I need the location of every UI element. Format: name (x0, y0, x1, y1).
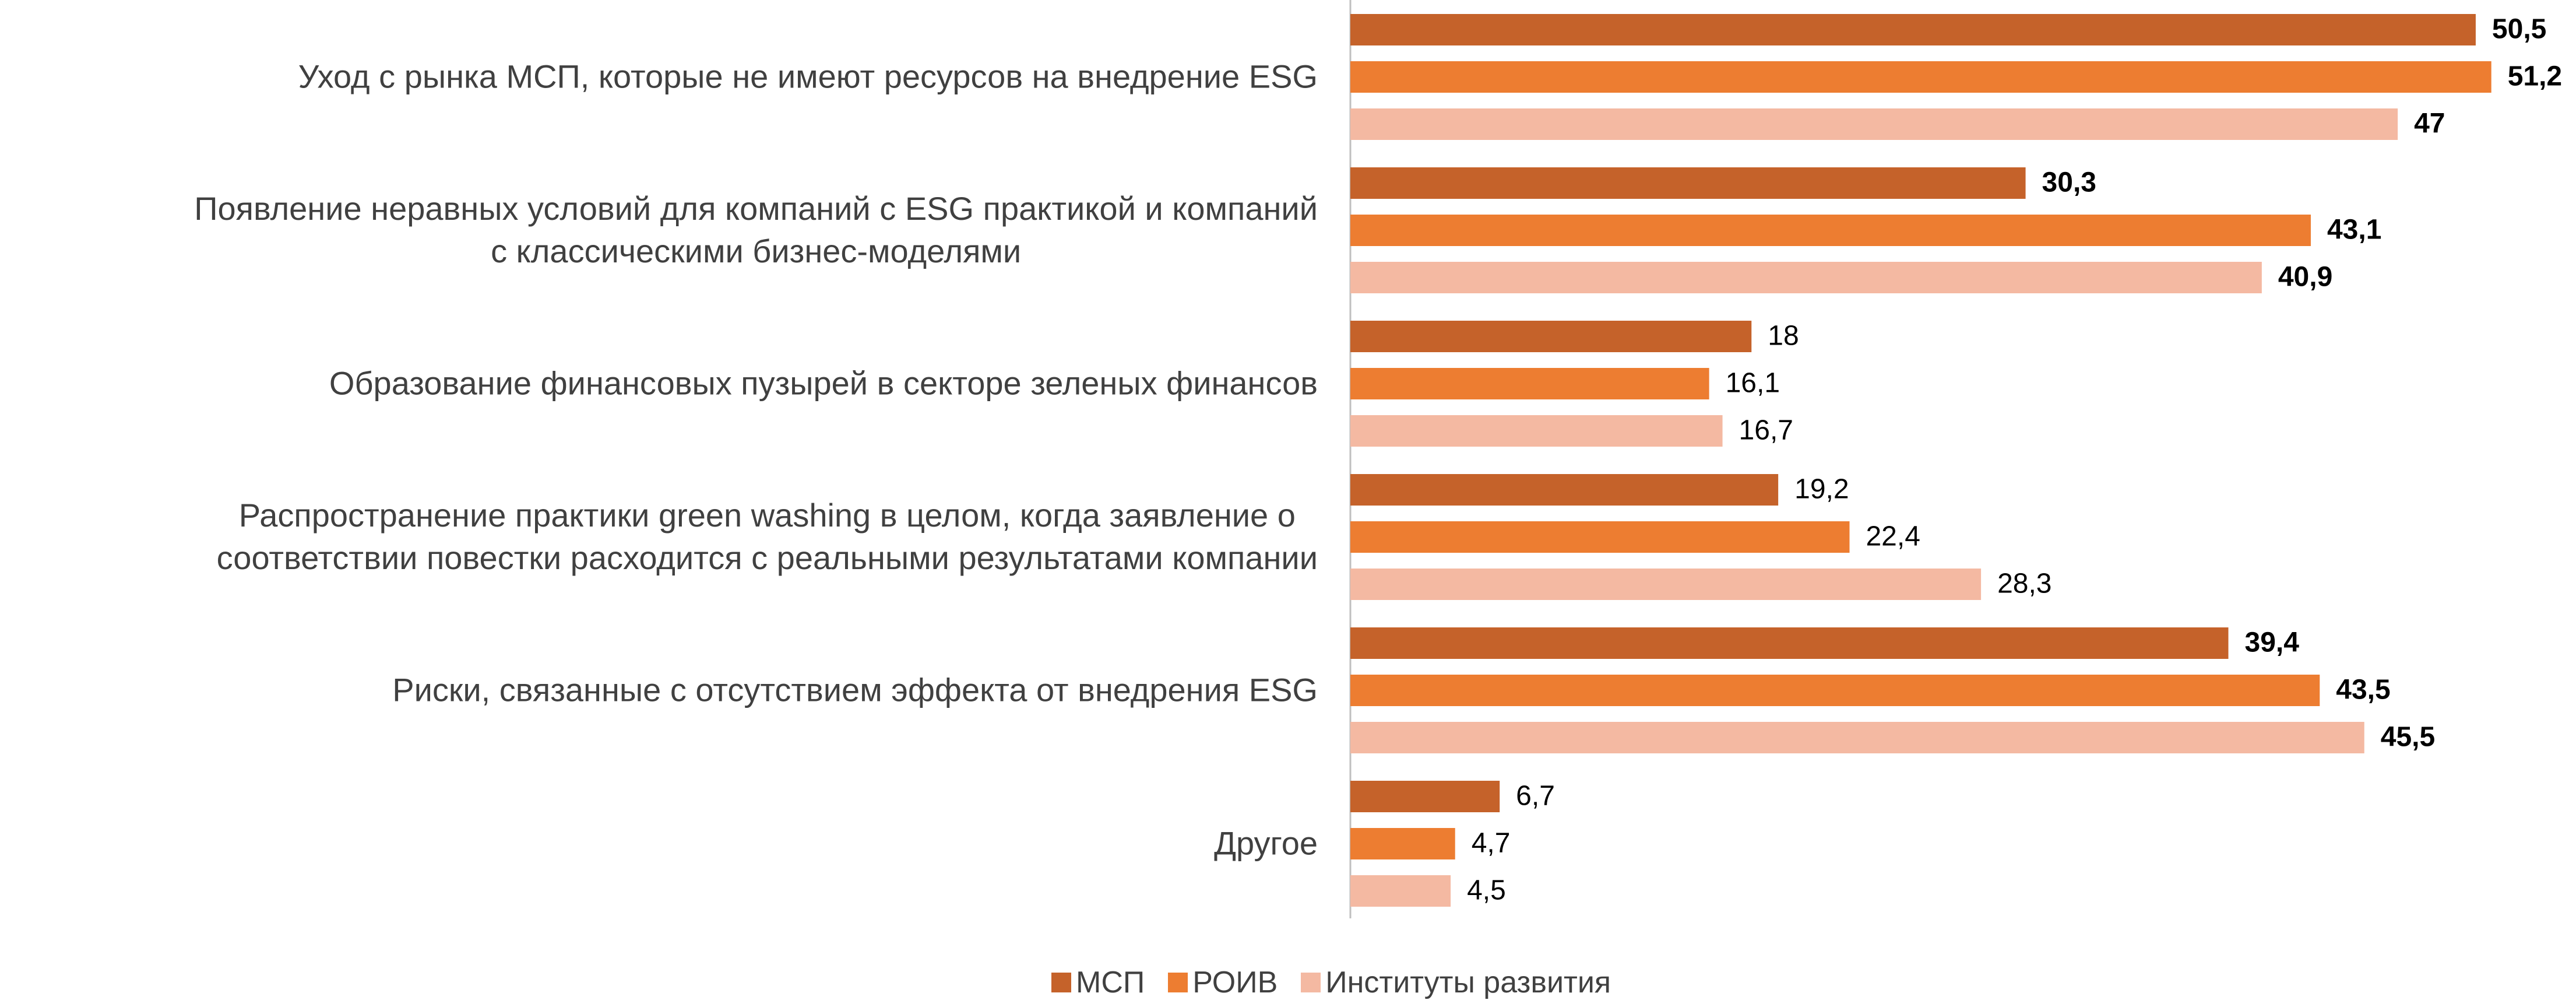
value-label: 4,5 (1467, 875, 1506, 906)
value-label: 6,7 (1516, 781, 1555, 812)
bar (1350, 215, 2311, 246)
bar (1350, 415, 1723, 447)
value-label: 30,3 (2042, 167, 2096, 198)
value-label: 16,1 (1726, 368, 1780, 399)
value-label: 43,1 (2327, 215, 2381, 245)
legend-item: Институты развития (1301, 965, 1611, 1000)
value-label: 19,2 (1794, 474, 1849, 505)
bar (1350, 61, 2491, 93)
category-label: Образование финансовых пузырей в секторе… (329, 364, 1318, 402)
bar (1350, 722, 2364, 753)
bar (1350, 108, 2398, 140)
bar (1350, 321, 1752, 352)
value-label: 4,7 (1472, 828, 1511, 859)
legend-swatch (1051, 973, 1071, 992)
category-label: Уход с рынка МСП, которые не имеют ресур… (298, 58, 1318, 95)
category-label: Риски, связанные с отсутствием эффекта о… (392, 671, 1318, 708)
value-label: 16,7 (1739, 415, 1793, 446)
legend: МСП РОИВ Институты развития (1051, 965, 1611, 1000)
value-label: 47 (2414, 108, 2445, 139)
legend-label: РОИВ (1192, 966, 1278, 999)
bar (1350, 474, 1779, 506)
legend-item: МСП (1051, 965, 1145, 1000)
legend-item: РОИВ (1168, 965, 1278, 1000)
value-label: 40,9 (2278, 262, 2332, 293)
value-label: 45,5 (2381, 722, 2435, 753)
bar (1350, 368, 1709, 399)
bar (1350, 675, 2320, 706)
legend-swatch (1168, 973, 1188, 992)
bar (1350, 167, 2026, 199)
bar (1350, 781, 1500, 812)
category-label: Распространение практики green washing в… (216, 497, 1318, 576)
value-label: 39,4 (2245, 627, 2300, 658)
legend-label: МСП (1076, 966, 1145, 999)
bar (1350, 875, 1451, 907)
bar (1350, 262, 2262, 293)
legend-label: Институты развития (1325, 966, 1611, 999)
value-label: 51,2 (2508, 61, 2562, 92)
bar (1350, 569, 1982, 600)
bar (1350, 14, 2476, 45)
bar (1350, 828, 1455, 859)
value-label: 28,3 (1997, 569, 2051, 599)
value-label: 18 (1768, 321, 1799, 352)
value-label: 22,4 (1866, 521, 1920, 552)
bar (1350, 627, 2229, 659)
legend-swatch (1301, 973, 1321, 992)
category-label: Другое (1214, 824, 1318, 862)
value-label: 43,5 (2336, 675, 2390, 706)
bar (1350, 521, 1850, 553)
value-label: 50,5 (2492, 14, 2546, 45)
category-label: Появление неравных условий для компаний … (194, 190, 1318, 269)
